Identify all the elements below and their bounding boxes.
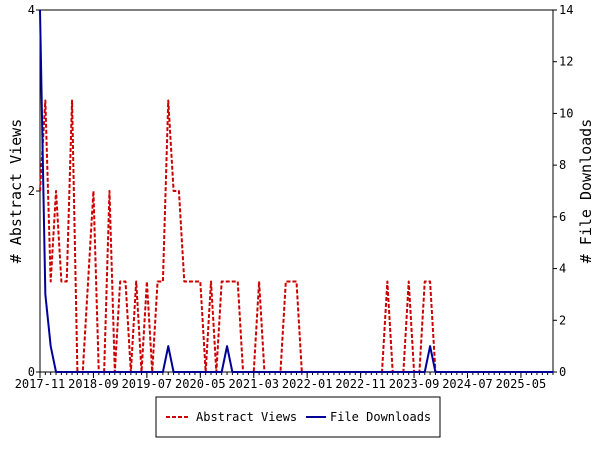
y-right-tick-label: 10 [559, 106, 573, 120]
x-tick-label: 2019-07 [122, 377, 173, 391]
y-right-tick-label: 6 [559, 210, 566, 224]
y-right-tick-label: 0 [559, 365, 566, 379]
y-right-tick-label: 8 [559, 158, 566, 172]
x-axis-ticks: 2017-11 2018-09 2019-07 2020-05 2021-03 2022-… [15, 372, 554, 391]
legend-label-file-downloads: File Downloads [330, 410, 431, 424]
y-right-tick-label: 4 [559, 262, 566, 276]
series-layer [39, 9, 553, 373]
x-tick-label: 2022-01 [282, 377, 333, 391]
y-right-tick-label: 2 [559, 313, 566, 327]
x-tick-label: 2018-09 [68, 377, 119, 391]
y-left-tick-label: 0 [28, 365, 35, 379]
y-left-axis-title: # Abstract Views [7, 119, 25, 264]
x-tick-label: 2025-05 [496, 377, 547, 391]
x-tick-label: 2017-11 [15, 377, 66, 391]
plot-area [39, 9, 554, 373]
x-tick-label: 2022-11 [335, 377, 386, 391]
x-tick-label: 2023-09 [389, 377, 440, 391]
y-left-axis-ticks: 0 2 4 [28, 3, 40, 379]
legend-label-abstract-views: Abstract Views [196, 410, 297, 424]
y-right-axis-ticks: 0 2 4 6 8 10 12 14 [553, 3, 573, 379]
legend: Abstract Views File Downloads [155, 396, 441, 438]
x-tick-label: 2021-03 [228, 377, 279, 391]
y-right-tick-label: 12 [559, 55, 573, 69]
x-tick-label: 2020-05 [175, 377, 226, 391]
y-left-tick-label: 2 [28, 184, 35, 198]
y-right-tick-label: 14 [559, 3, 573, 17]
y-left-tick-label: 4 [28, 3, 35, 17]
x-tick-label: 2024-07 [442, 377, 493, 391]
y-right-axis-title: # File Downloads [577, 119, 595, 264]
series-line-abstract-views [39, 99, 553, 373]
legend-box [155, 396, 441, 438]
series-line-file-downloads [39, 9, 553, 373]
